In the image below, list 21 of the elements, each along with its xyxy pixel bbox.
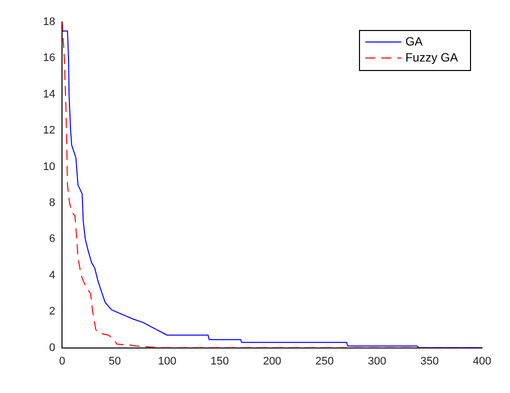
y-tick-label: 2 (49, 306, 56, 318)
y-tick-label: 6 (49, 233, 56, 246)
y-tick-label: 0 (49, 342, 56, 354)
y-tick-label: 16 (42, 52, 56, 64)
x-tick-label: 0 (59, 355, 66, 368)
y-tick-label: 18 (42, 16, 56, 28)
y-tick-label: 14 (42, 88, 56, 100)
x-tick-label: 300 (368, 355, 386, 368)
legend-label: GA (405, 34, 423, 48)
x-tick-label: 200 (262, 355, 282, 368)
y-tick-label: 10 (42, 160, 56, 173)
y-tick-label: 12 (42, 124, 56, 137)
legend-label: Fuzzy GA (405, 50, 458, 64)
x-tick-label: 250 (315, 355, 334, 368)
y-tick-label: 4 (49, 269, 56, 282)
y-tick-label: 8 (49, 197, 56, 210)
x-tick-label: 350 (420, 355, 439, 368)
x-tick-label: 100 (158, 355, 176, 368)
x-tick-label: 50 (108, 355, 121, 368)
x-tick-label: 150 (210, 355, 229, 368)
x-tick-label: 400 (472, 355, 492, 368)
